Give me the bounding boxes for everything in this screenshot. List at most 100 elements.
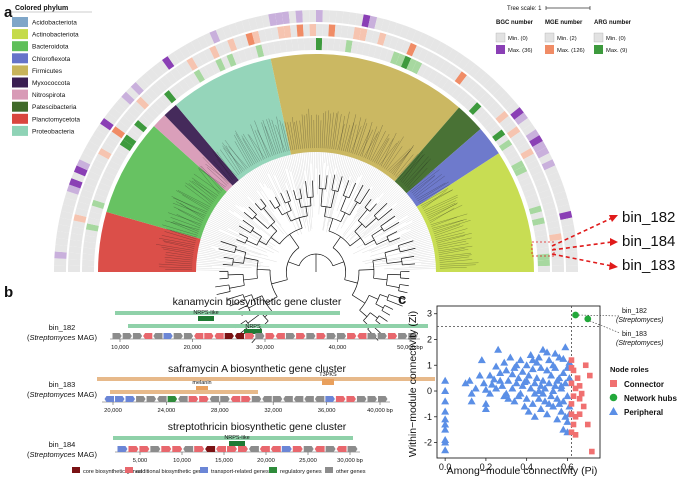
heatmap-cell	[197, 51, 209, 65]
tip-label	[374, 137, 389, 163]
heatmap-cell	[469, 83, 482, 97]
tag-label: NRPS	[245, 324, 261, 330]
tree-guide	[310, 152, 312, 164]
connector-point	[587, 372, 593, 379]
tree-branch	[379, 294, 389, 298]
heatmap-cell	[237, 49, 248, 63]
tree-branch	[376, 238, 389, 245]
gene-arrow	[314, 396, 325, 402]
gene-arrow	[326, 333, 336, 339]
gene-arrow	[356, 396, 367, 402]
heatmap-cell	[173, 82, 186, 96]
gene-legend-label: core biosynthetic genes	[83, 469, 142, 475]
tree-branch	[238, 225, 251, 234]
tip-label	[382, 140, 400, 168]
heatmap-cell	[215, 42, 226, 57]
gene-arrow	[199, 396, 209, 402]
heatmap-cell	[64, 191, 79, 201]
heatmap-cell	[178, 79, 191, 93]
peripheral-point	[512, 379, 521, 387]
tip-label	[428, 202, 458, 220]
heatmap-cell	[468, 64, 481, 78]
tree-guide	[275, 158, 290, 197]
tree-guide	[200, 238, 242, 251]
heatmap-cell	[495, 110, 509, 124]
peripheral-point	[528, 356, 537, 364]
tree-guide	[241, 178, 276, 222]
tree-scale: Tree scale: 1	[507, 6, 591, 12]
heatmap-cell	[502, 144, 516, 157]
tip-label	[406, 162, 428, 188]
gene-arrow	[214, 333, 224, 339]
heatmap-cell	[104, 112, 118, 126]
tip-label	[306, 113, 309, 149]
tip-label	[437, 240, 467, 248]
heatmap-cell	[536, 247, 550, 255]
tree-branch	[286, 212, 292, 222]
heat-legend-title: MGE number	[545, 20, 583, 26]
connector-point	[589, 448, 595, 455]
tip-label	[438, 248, 465, 253]
peripheral-point	[485, 371, 494, 379]
tick-label: 32,000	[264, 408, 282, 414]
heatmap-cell	[536, 183, 550, 194]
tree-guide	[396, 206, 417, 220]
tree-guide	[409, 264, 436, 267]
bgc-title: kanamycin biosynthetic gene cluster	[173, 296, 342, 308]
tree-branch	[229, 299, 246, 307]
connector-point	[568, 429, 575, 436]
peripheral-point	[504, 376, 513, 384]
tree-guide	[226, 192, 243, 208]
gene-arrow	[292, 446, 303, 452]
tree-guide	[410, 222, 426, 230]
heatmap-cell	[309, 24, 316, 37]
peripheral-point	[555, 399, 564, 407]
gene-arrow	[163, 333, 173, 339]
heatmap-cell	[290, 24, 298, 38]
connector-point	[576, 411, 583, 418]
heatmap-cell	[249, 45, 259, 60]
tree-guide	[384, 266, 436, 270]
phylum-label: Nitrospirota	[32, 92, 66, 99]
gene-arrow	[248, 446, 259, 452]
heatmap-cell	[514, 112, 528, 126]
heatmap-cell	[273, 40, 282, 54]
tree-guide	[412, 233, 430, 240]
heatmap-cell	[537, 265, 550, 272]
tree-branch	[352, 294, 366, 304]
heatmap-cell	[518, 118, 532, 131]
tick-label: 20,000	[104, 408, 122, 414]
gene-arrow	[157, 396, 167, 402]
tip-label	[399, 153, 425, 181]
tree-guide	[352, 161, 363, 183]
tree-guide	[259, 165, 290, 223]
tree-guide	[382, 207, 418, 230]
gene-legend-swatch	[125, 467, 133, 473]
heatmap-cell	[464, 98, 478, 111]
heatmap-cell	[416, 63, 428, 77]
heatmap-cell	[488, 81, 502, 96]
peripheral-point	[514, 374, 523, 382]
peripheral-point	[518, 367, 527, 375]
tree-guide	[343, 157, 354, 188]
tree-branch	[328, 230, 351, 247]
x-tick-label: 0.2	[480, 462, 493, 472]
heatmap-cell	[421, 66, 433, 80]
heatmap-cell	[328, 24, 336, 37]
tip-label	[402, 155, 424, 184]
heatmap-cell	[483, 77, 497, 91]
tree-guide	[358, 198, 412, 239]
heatmap-cell	[83, 241, 96, 249]
tree-branch	[282, 210, 292, 216]
heatmap-cell	[477, 110, 490, 124]
peripheral-point	[516, 356, 525, 364]
gene-legend-label: additional biosynthetic genes	[136, 469, 208, 475]
heatmap-cell	[186, 57, 198, 71]
heatmap-cell	[348, 12, 357, 26]
heatmap-cell	[379, 47, 389, 61]
tree-branch	[343, 180, 350, 196]
tree-guide	[220, 199, 261, 230]
tip-label	[423, 194, 458, 211]
tree-branch	[324, 206, 327, 217]
tip-label	[409, 169, 435, 191]
